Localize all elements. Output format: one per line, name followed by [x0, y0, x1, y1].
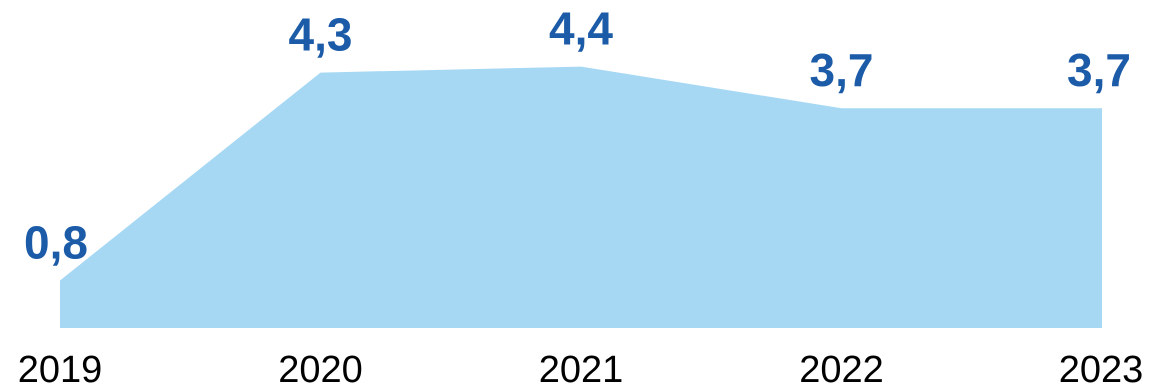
data-label-2022: 3,7	[810, 44, 874, 96]
data-labels: 0,8 4,3 4,4 3,7 3,7	[24, 3, 1131, 269]
data-label-2021: 4,4	[549, 3, 613, 55]
area-series	[60, 66, 1102, 328]
data-label-2023: 3,7	[1067, 44, 1131, 96]
area-layer	[60, 66, 1102, 328]
data-label-2019: 0,8	[24, 216, 88, 268]
x-tick-label-2023: 2023	[1059, 349, 1144, 384]
x-tick-label-2019: 2019	[18, 349, 103, 384]
x-axis: 2019 2020 2021 2022 2023	[18, 349, 1144, 384]
x-tick-label-2021: 2021	[539, 349, 624, 384]
x-tick-label-2020: 2020	[278, 349, 363, 384]
x-tick-label-2022: 2022	[799, 349, 884, 384]
data-label-2020: 4,3	[289, 9, 353, 61]
